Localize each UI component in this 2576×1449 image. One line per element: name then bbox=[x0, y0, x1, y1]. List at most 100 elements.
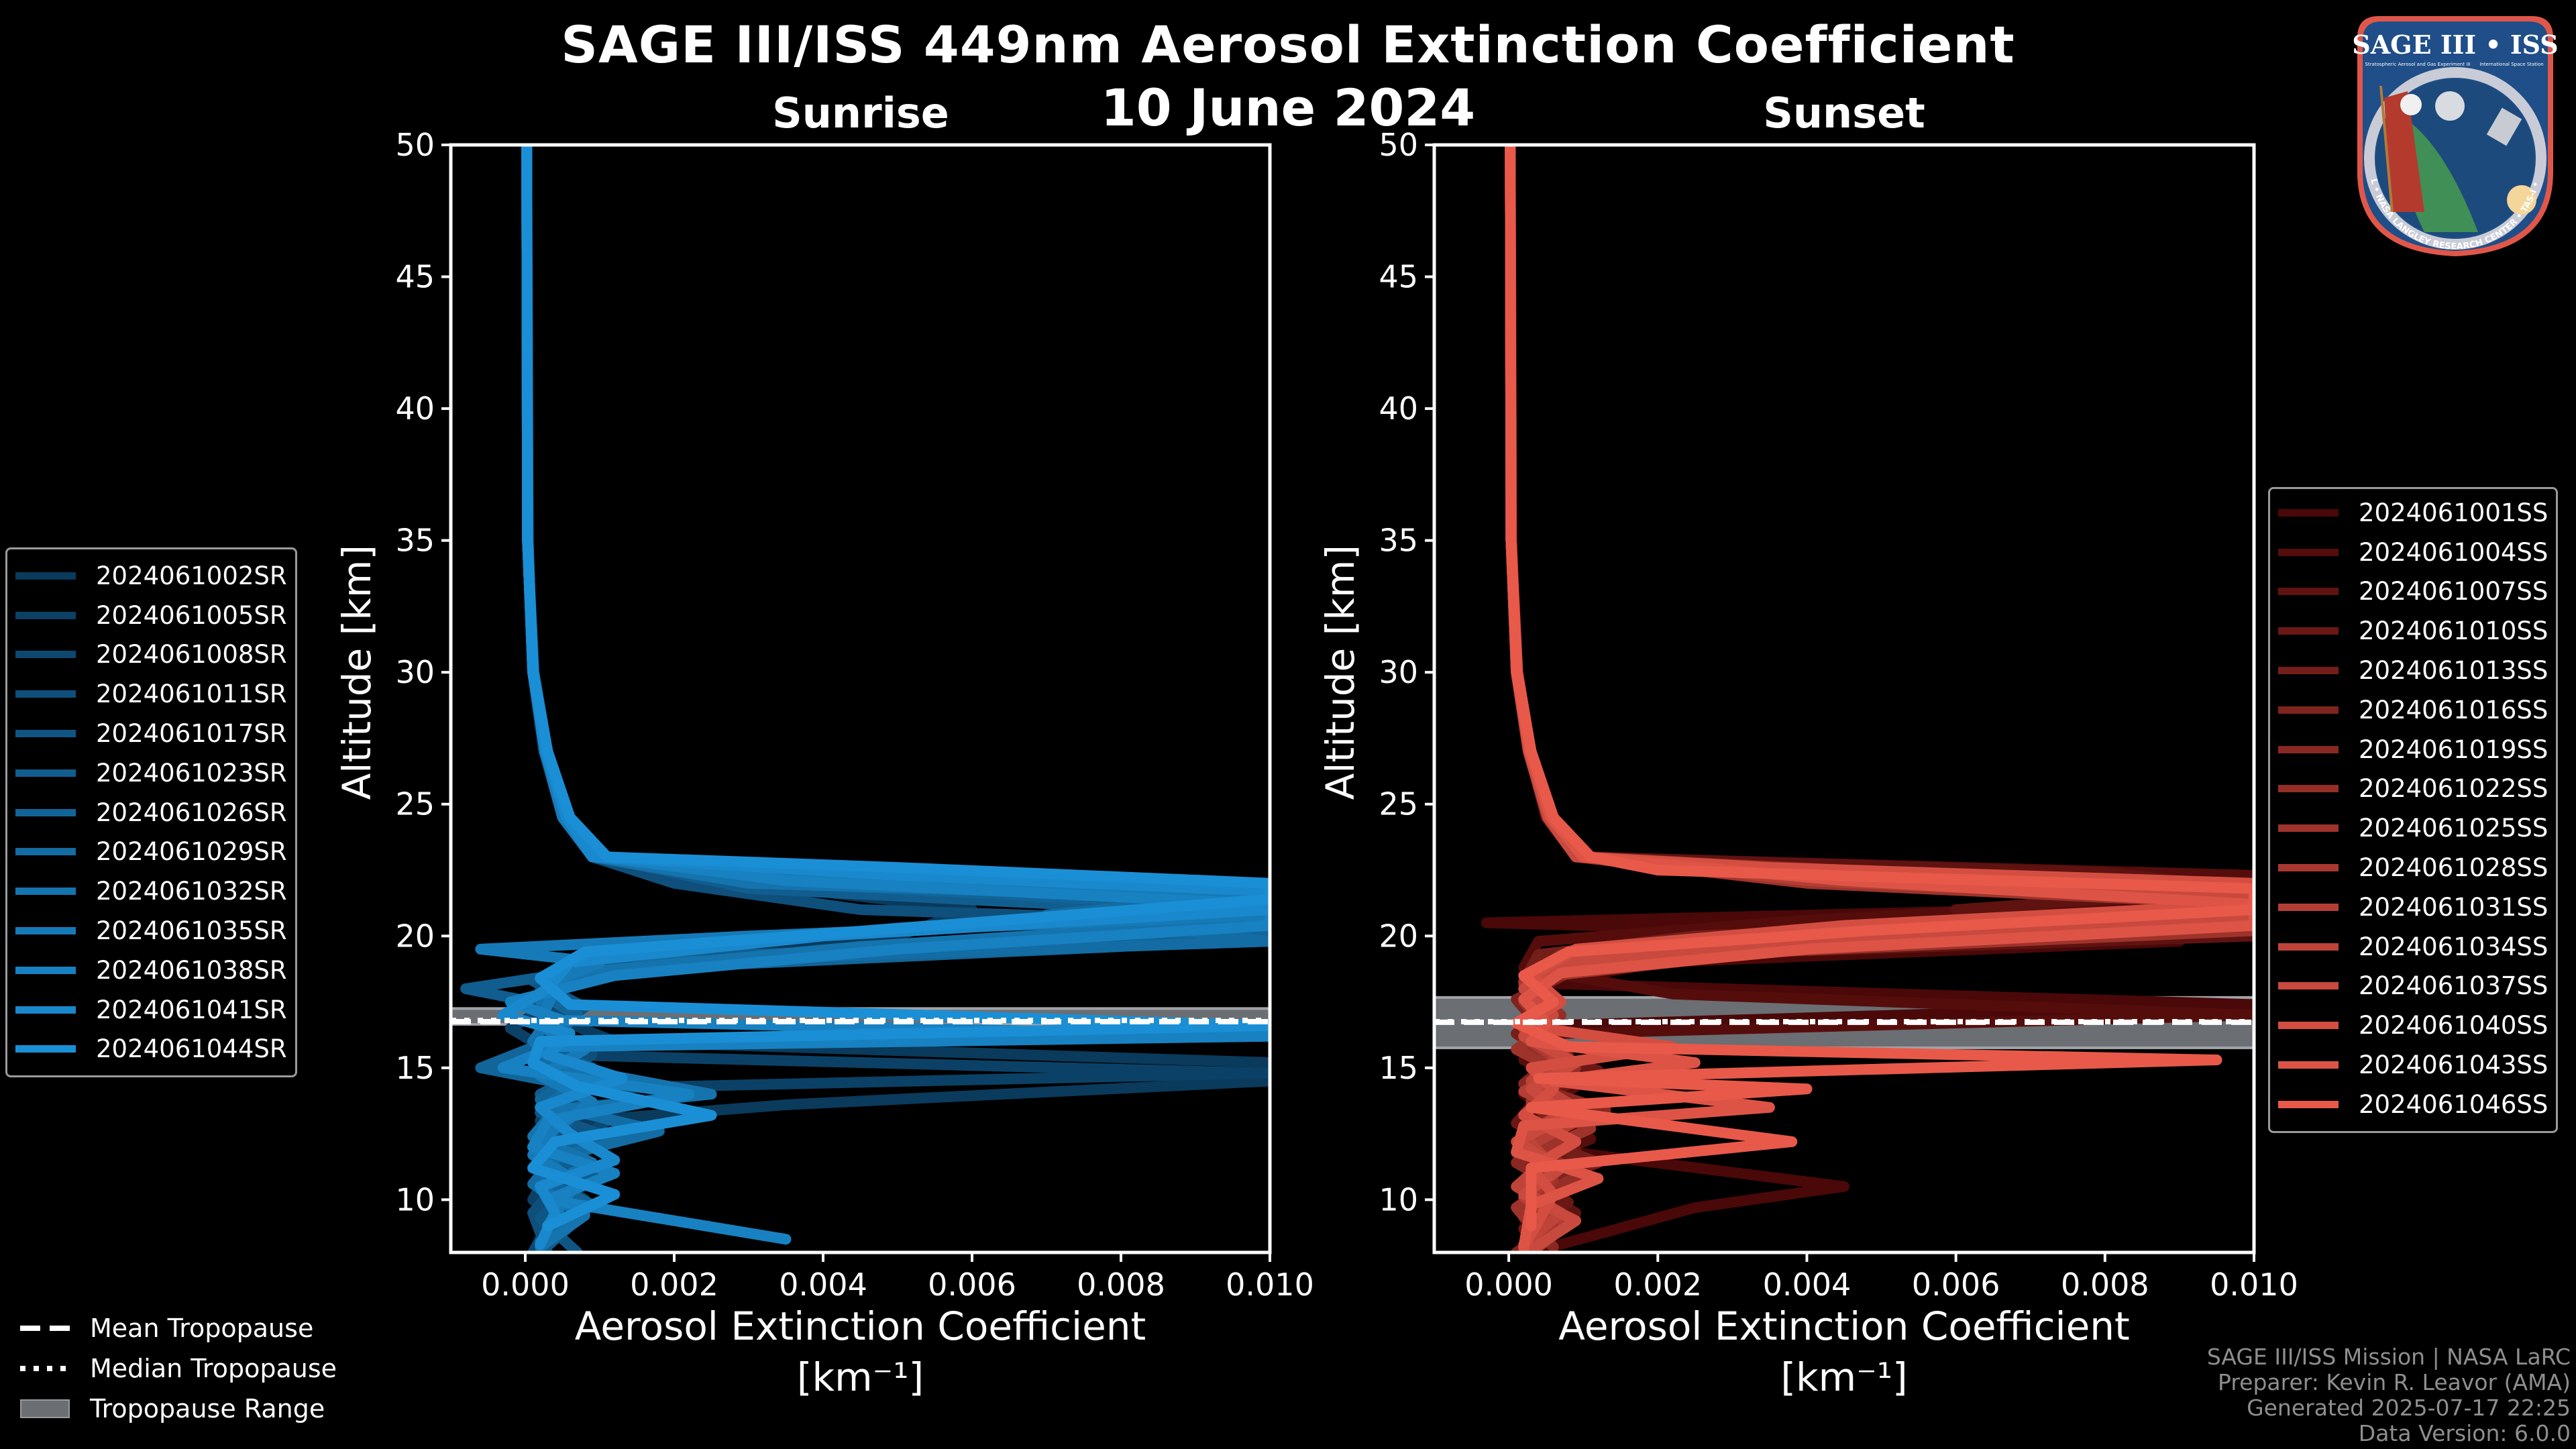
legend-item: 2024061001SS bbox=[2278, 493, 2548, 533]
sunset-ytick-label: 25 bbox=[1379, 786, 1418, 822]
legend-item-label: 2024061011SR bbox=[96, 680, 287, 709]
wizard-head bbox=[2400, 94, 2422, 115]
sunrise-ytick-label: 50 bbox=[395, 127, 435, 163]
legend-item: 2024061034SS bbox=[2278, 927, 2548, 967]
legend-line-swatch bbox=[2278, 548, 2339, 556]
legend-line-swatch bbox=[15, 927, 76, 935]
legend-line-swatch bbox=[15, 1006, 76, 1014]
legend-item: 2024061016SS bbox=[2278, 690, 2548, 730]
legend-line-swatch bbox=[15, 690, 76, 698]
sunset-xtick-label: 0.010 bbox=[2210, 1267, 2298, 1303]
logo-ring bbox=[2364, 67, 2546, 250]
tropo-legend-median: Median Tropopause bbox=[20, 1348, 337, 1389]
legend-item-label: 2024061031SS bbox=[2359, 892, 2548, 922]
sunset-ytick-label: 45 bbox=[1379, 259, 1418, 295]
main-title: SAGE III/ISS 449nm Aerosol Extinction Co… bbox=[561, 15, 2015, 74]
legend-line-swatch bbox=[15, 651, 76, 659]
legend-line-swatch bbox=[15, 769, 76, 777]
moon-icon bbox=[2435, 91, 2465, 121]
legend-item-label: 2024061034SS bbox=[2359, 932, 2548, 961]
sunrise-plot-area bbox=[451, 145, 1270, 1252]
legend-item: 2024061017SR bbox=[15, 714, 287, 753]
legend-item-label: 2024061035SR bbox=[96, 916, 287, 946]
legend-line-swatch bbox=[15, 848, 76, 856]
legend-item-label: 2024061023SR bbox=[96, 758, 287, 788]
legend-item-label: 2024061043SS bbox=[2359, 1051, 2548, 1080]
legend-item-label: 2024061032SR bbox=[96, 877, 287, 906]
legend-line-swatch bbox=[15, 730, 76, 738]
footer-preparer: Preparer: Kevin R. Leavor (AMA) bbox=[2218, 1369, 2571, 1395]
legend-item: 2024061029SR bbox=[15, 833, 287, 872]
legend-item: 2024061025SS bbox=[2278, 808, 2548, 848]
legend-item-label: 2024061029SR bbox=[96, 837, 287, 867]
legend-line-swatch bbox=[2278, 588, 2339, 596]
sunrise-ytick-label: 20 bbox=[395, 918, 435, 954]
sunset-legend: 2024061001SS 2024061004SS 2024061007SS 2024… bbox=[2268, 487, 2559, 1133]
legend-item-label: 2024061005SR bbox=[96, 600, 287, 630]
footer-data-version: Data Version: 6.0.0 bbox=[2358, 1420, 2571, 1446]
legend-item: 2024061008SR bbox=[15, 635, 287, 675]
legend-item-label: 2024061002SR bbox=[96, 561, 287, 590]
sunrise-xtick-label: 0.004 bbox=[779, 1267, 867, 1303]
sun-icon bbox=[2507, 185, 2536, 215]
legend-item: 2024061005SR bbox=[15, 596, 287, 635]
date-subtitle: 10 June 2024 bbox=[1100, 78, 1476, 138]
footer-mission: SAGE III/ISS Mission | NASA LaRC bbox=[2206, 1344, 2571, 1370]
footer-generated: Generated 2025-07-17 22:25 bbox=[2247, 1395, 2571, 1421]
wizard-figure bbox=[2384, 91, 2424, 212]
tropopause-legend: Mean Tropopause Median Tropopause Tropop… bbox=[20, 1308, 337, 1429]
legend-line-swatch bbox=[2278, 1061, 2339, 1069]
footer-credits: SAGE III/ISS Mission | NASA LaRC Prepare… bbox=[2207, 1344, 2571, 1446]
legend-item: 2024061013SS bbox=[2278, 651, 2548, 690]
legend-item: 2024061046SS bbox=[2278, 1085, 2548, 1124]
legend-item: 2024061040SS bbox=[2278, 1006, 2548, 1045]
sunrise-yaxis-label: Altitude [km] bbox=[334, 545, 380, 800]
range-band-swatch bbox=[20, 1399, 70, 1418]
legend-item: 2024061026SR bbox=[15, 793, 287, 833]
sage-iii-iss-mission-logo: SAGE III • ISS Stratospheric Aerosol and… bbox=[2344, 11, 2559, 256]
legend-line-swatch bbox=[2278, 943, 2339, 951]
legend-line-swatch bbox=[15, 572, 76, 580]
legend-item-label: 2024061010SS bbox=[2359, 616, 2548, 646]
legend-item-label: 2024061013SS bbox=[2359, 656, 2548, 686]
sunset-xaxis-units: [km⁻¹] bbox=[1780, 1354, 1907, 1400]
sunset-xaxis-label: Aerosol Extinction Coefficient bbox=[1558, 1303, 2130, 1349]
legend-item: 2024061035SR bbox=[15, 911, 287, 951]
wizard-staff bbox=[2379, 85, 2394, 213]
iss-icon bbox=[2486, 107, 2522, 146]
sunrise-ytick-label: 30 bbox=[395, 654, 435, 690]
dashed-line-swatch bbox=[20, 1322, 70, 1335]
legend-item-label: 2024061028SS bbox=[2359, 853, 2548, 883]
sunrise-xtick-label: 0.008 bbox=[1077, 1267, 1165, 1303]
sunrise-xaxis-units: [km⁻¹] bbox=[797, 1354, 924, 1400]
legend-item: 2024061004SS bbox=[2278, 533, 2548, 572]
profile-line-2024061044SR bbox=[521, 145, 1270, 1232]
legend-item: 2024061031SS bbox=[2278, 888, 2548, 927]
legend-item-label: 2024061044SR bbox=[96, 1034, 287, 1064]
legend-item-label: 2024061026SR bbox=[96, 798, 287, 827]
sunrise-ytick-label: 45 bbox=[395, 259, 435, 295]
legend-line-swatch bbox=[2278, 1022, 2339, 1030]
logo-title: SAGE III • ISS bbox=[2352, 30, 2558, 60]
legend-item-label: 2024061046SS bbox=[2359, 1089, 2548, 1119]
legend-line-swatch bbox=[2278, 706, 2339, 714]
tropo-legend-range-label: Tropopause Range bbox=[90, 1394, 325, 1424]
sunrise-ytick-label: 15 bbox=[395, 1050, 435, 1086]
sunset-xtick-label: 0.002 bbox=[1613, 1267, 1702, 1303]
legend-item-label: 2024061016SS bbox=[2359, 695, 2548, 724]
legend-item-label: 2024061007SS bbox=[2359, 577, 2548, 606]
sunset-ytick-label: 20 bbox=[1379, 918, 1418, 954]
sunset-panel-title: Sunset bbox=[1763, 89, 1925, 138]
sunset-yaxis-label: Altitude [km] bbox=[1318, 545, 1363, 800]
legend-item-label: 2024061040SS bbox=[2359, 1011, 2548, 1040]
legend-item: 2024061011SR bbox=[15, 674, 287, 714]
sunset-ytick-label: 30 bbox=[1379, 654, 1418, 690]
tropo-legend-mean-label: Mean Tropopause bbox=[90, 1313, 314, 1343]
sunrise-ytick-label: 35 bbox=[395, 523, 435, 559]
sunrise-ytick-label: 40 bbox=[395, 390, 435, 427]
sunrise-xtick-label: 0.006 bbox=[928, 1267, 1016, 1303]
legend-item-label: 2024061019SS bbox=[2359, 735, 2548, 764]
sunset-ytick-label: 10 bbox=[1379, 1181, 1418, 1218]
sunset-xtick-label: 0.008 bbox=[2061, 1267, 2149, 1303]
